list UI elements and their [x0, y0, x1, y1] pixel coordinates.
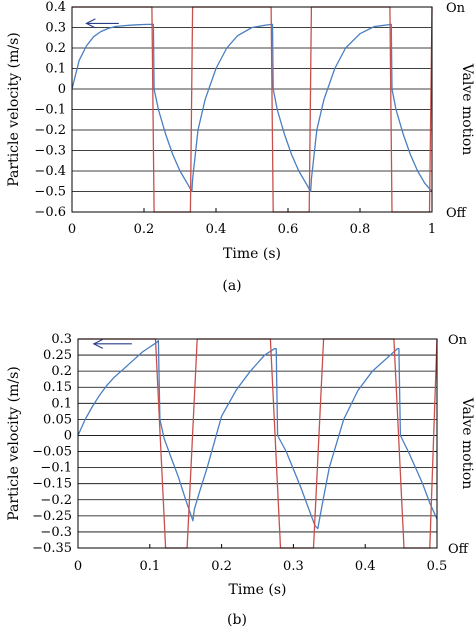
y-tick-label: −0.4	[34, 164, 66, 179]
x-tick-label: 1	[428, 222, 436, 237]
y-axis-label: Particle velocity (m/s)	[6, 32, 22, 187]
x-axis-label: Time (s)	[223, 246, 281, 262]
y-axis-label-right: Valve motion	[459, 397, 474, 490]
velocity-series-line	[77, 339, 438, 530]
x-tick-label: 0	[68, 222, 76, 237]
y-axis-label-right: Valve motion	[459, 63, 474, 156]
y-tick-label: −0.25	[32, 509, 72, 524]
x-tick-label: 0.3	[283, 559, 304, 574]
y-tick-label: 0.25	[43, 348, 72, 363]
x-tick-label: 0.4	[355, 559, 376, 574]
y-tick-label: 0.3	[45, 21, 66, 36]
y-tick-label: 0.1	[51, 396, 72, 411]
y-tick-label: 0.3	[51, 332, 72, 347]
plot-frame	[71, 6, 433, 213]
velocity-series-line	[71, 23, 433, 193]
x-tick-label: 0	[74, 559, 82, 574]
y-tick-label: −0.6	[34, 205, 66, 220]
y-tick-label: 0.2	[45, 41, 66, 56]
x-tick-label: 0.5	[427, 559, 448, 574]
panel-label: (a)	[222, 278, 241, 294]
y-tick-label: 0.15	[43, 380, 72, 395]
y-tick-label: −0.2	[40, 493, 72, 508]
y-tick-label: −0.1	[40, 461, 72, 476]
x-tick-label: 0.2	[134, 222, 155, 237]
valve-motion-series-line	[78, 338, 438, 549]
panel-label: (b)	[227, 612, 247, 628]
x-axis-label: Time (s)	[229, 582, 287, 598]
y-tick-label: 0.2	[51, 364, 72, 379]
y-tick-label: −0.05	[32, 445, 72, 460]
y-tick-label: −0.3	[34, 144, 66, 159]
y-tick-label: 0.4	[45, 0, 66, 15]
x-tick-label: 0.6	[278, 222, 299, 237]
y-axis-label: Particle velocity (m/s)	[6, 366, 22, 521]
right-tick-on: On	[448, 333, 468, 348]
right-tick-off: Off	[446, 206, 468, 221]
arrow-head	[85, 18, 96, 29]
x-tick-label: 0.2	[211, 559, 232, 574]
y-tick-label: 0	[58, 82, 66, 97]
y-tick-label: 0.05	[43, 412, 72, 427]
plot-frame	[77, 338, 438, 549]
y-tick-label: −0.15	[32, 477, 72, 492]
arrow-head	[92, 338, 104, 349]
x-tick-label: 0.1	[139, 559, 160, 574]
panel-b-chart: 0.30.250.20.150.10.050−0.05−0.1−0.15−0.2…	[6, 332, 474, 628]
y-tick-label: −0.1	[34, 103, 66, 118]
x-tick-label: 0.4	[206, 222, 227, 237]
y-tick-label: 0	[64, 428, 72, 443]
y-tick-label: 0.1	[45, 62, 66, 77]
y-tick-label: −0.5	[34, 185, 66, 200]
right-tick-on: On	[446, 1, 466, 16]
panel-a-chart: 0.40.30.20.10−0.1−0.2−0.3−0.4−0.5−0.60 0.…	[6, 0, 474, 294]
y-tick-label: −0.3	[40, 525, 72, 540]
y-tick-label: −0.35	[32, 541, 72, 556]
right-tick-off: Off	[448, 542, 470, 557]
x-tick-label: 0.8	[350, 222, 371, 237]
y-tick-label: −0.2	[34, 123, 66, 138]
